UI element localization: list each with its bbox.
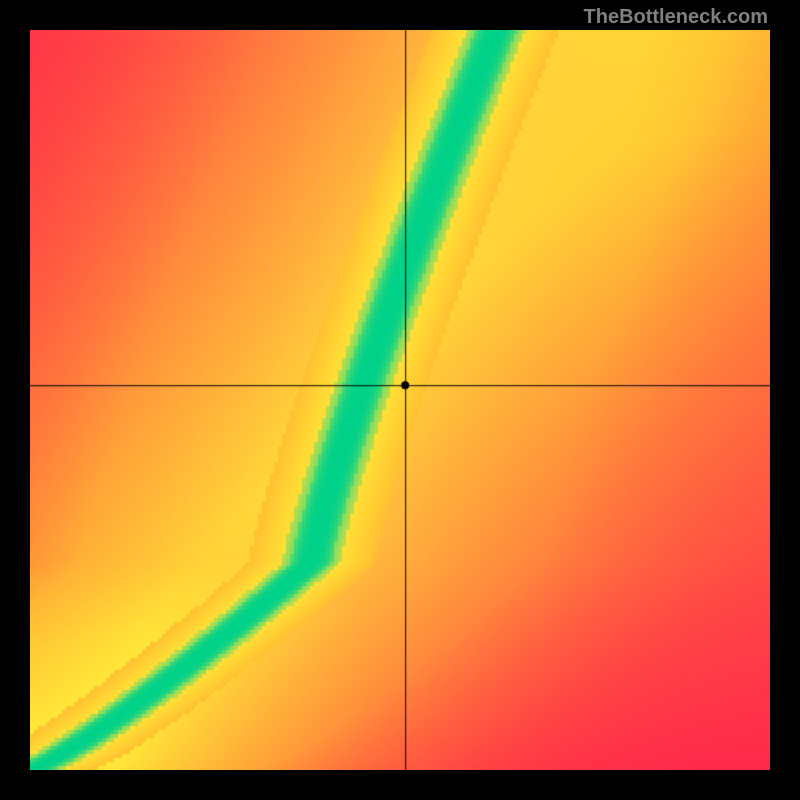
chart-frame: TheBottleneck.com	[0, 0, 800, 800]
heatmap-canvas	[30, 30, 770, 770]
watermark-text: TheBottleneck.com	[584, 6, 768, 29]
